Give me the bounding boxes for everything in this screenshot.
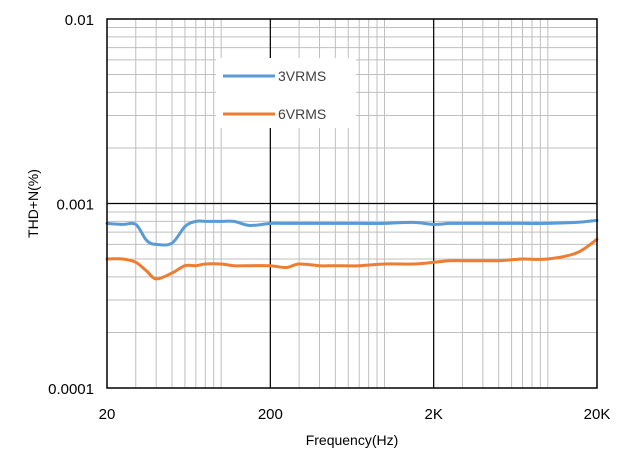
x-axis-ticks: 20 200 2K 20K xyxy=(99,406,611,423)
x-tick-label: 2K xyxy=(424,406,442,423)
y-tick-label: 0.01 xyxy=(65,12,94,29)
y-tick-label: 0.0001 xyxy=(48,381,94,398)
legend-label-6vrms: 6VRMS xyxy=(278,106,326,122)
series-line-6vrms xyxy=(105,237,599,281)
x-axis-title: Frequency(Hz) xyxy=(306,432,399,448)
legend: 3VRMS 6VRMS xyxy=(216,58,356,128)
x-tick-label: 20K xyxy=(584,406,611,423)
y-tick-label: 0.001 xyxy=(56,197,94,214)
legend-label-3vrms: 3VRMS xyxy=(278,68,326,84)
plot-frame xyxy=(106,18,598,389)
x-tick-label: 200 xyxy=(258,406,283,423)
legend-background xyxy=(216,58,356,128)
x-tick-label: 20 xyxy=(99,406,116,423)
y-axis-ticks: 0.0001 0.001 0.01 xyxy=(48,12,94,398)
series-line-3vrms xyxy=(105,218,599,247)
series-layer xyxy=(105,218,599,281)
y-axis-title: THD+N(%) xyxy=(25,169,41,238)
